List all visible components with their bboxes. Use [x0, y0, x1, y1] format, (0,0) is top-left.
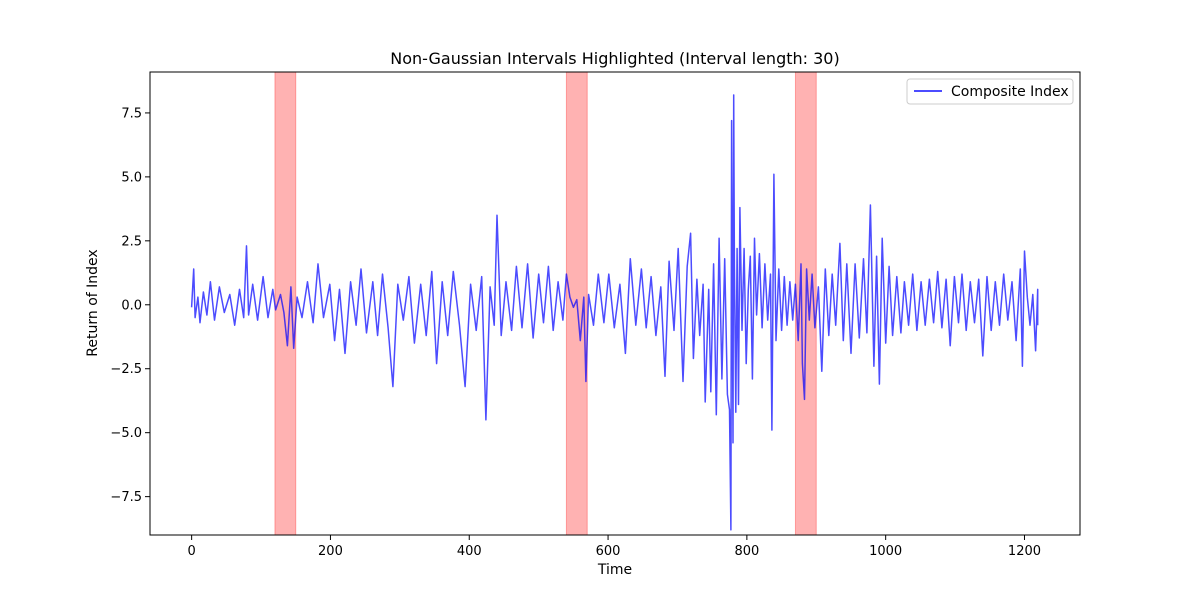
chart-legend: Composite Index — [906, 78, 1074, 105]
y-tick-label: −5.0 — [110, 426, 142, 441]
y-axis-label: Return of Index — [85, 249, 101, 356]
chart-title: Non-Gaussian Intervals Highlighted (Inte… — [390, 49, 839, 68]
y-tick-label: 7.5 — [121, 106, 142, 121]
y-axis: 7.5 5.0 2.5 0.0 −2.5 −5.0 −7.5 — [110, 106, 150, 505]
legend-label: Composite Index — [951, 84, 1069, 100]
y-tick-label: −2.5 — [110, 362, 142, 377]
y-tick-label: 2.5 — [121, 234, 142, 249]
x-tick-label: 200 — [318, 544, 343, 559]
x-tick-label: 0 — [188, 544, 196, 559]
legend-box — [906, 78, 1074, 105]
x-tick-label: 1000 — [869, 544, 902, 559]
x-axis: 0 200 400 600 800 1000 1200 — [188, 535, 1041, 559]
y-tick-label: 5.0 — [121, 170, 142, 185]
y-tick-label: 0.0 — [121, 298, 142, 313]
y-tick-label: −7.5 — [110, 490, 142, 505]
x-tick-label: 600 — [596, 544, 621, 559]
x-tick-label: 800 — [734, 544, 759, 559]
x-tick-label: 1200 — [1008, 544, 1041, 559]
x-axis-label: Time — [597, 562, 632, 578]
series-line-1 — [190, 94, 1039, 531]
plot-area-frame — [149, 71, 1081, 536]
x-tick-label: 400 — [457, 544, 482, 559]
series-layer — [190, 94, 1039, 531]
